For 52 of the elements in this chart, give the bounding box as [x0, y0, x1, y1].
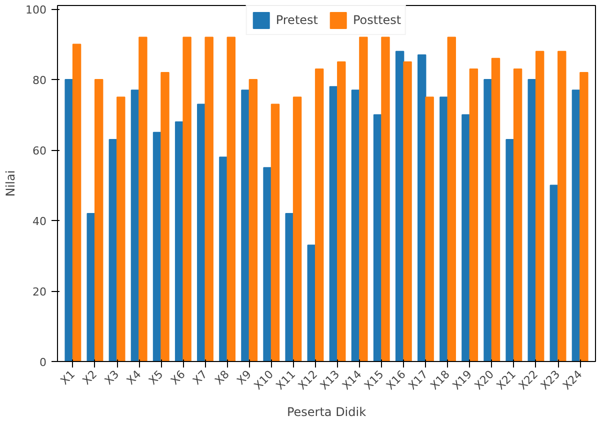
bar — [535, 50, 544, 362]
bar — [116, 96, 126, 362]
bar — [263, 167, 272, 362]
x-tick-label: X4 — [124, 368, 144, 388]
bar — [204, 36, 214, 362]
x-tick-label: X1 — [58, 368, 78, 388]
bar — [425, 96, 434, 362]
bar — [484, 79, 492, 362]
bar — [359, 36, 368, 362]
bar — [462, 114, 470, 362]
y-tick-label: 20 — [32, 286, 47, 299]
y-tick-label: 100 — [26, 4, 47, 17]
bar — [219, 156, 228, 362]
bar — [270, 104, 280, 362]
x-tick-label: X5 — [146, 368, 166, 388]
bar — [248, 79, 258, 362]
bar — [469, 68, 478, 362]
y-tick-label: 0 — [40, 356, 46, 369]
x-tick-label: X6 — [168, 368, 188, 388]
x-tick-label: X3 — [102, 368, 122, 388]
x-tick-label: X2 — [80, 368, 100, 388]
bar — [226, 36, 236, 362]
x-axis-title: Peserta Didik — [286, 404, 366, 419]
x-tick-label: X9 — [234, 368, 254, 388]
legend-label: Posttest — [352, 13, 402, 27]
bar — [558, 50, 566, 362]
y-tick-label: 60 — [32, 144, 47, 158]
bar — [182, 36, 192, 362]
bar — [72, 44, 82, 362]
bar — [94, 79, 104, 362]
x-tick-label: X8 — [212, 368, 232, 388]
bar — [285, 212, 294, 362]
legend-label: Pretest — [276, 13, 318, 27]
bar — [292, 96, 302, 362]
bar — [337, 61, 346, 362]
x-tick-label: X7 — [190, 368, 210, 388]
bar — [381, 36, 390, 362]
y-tick-label: 80 — [32, 74, 47, 88]
bar — [403, 61, 412, 362]
bar — [160, 72, 170, 362]
bar — [241, 90, 250, 362]
bar — [314, 68, 324, 362]
bar — [491, 58, 500, 362]
bar — [513, 68, 522, 362]
bar — [138, 36, 148, 362]
y-tick-label: 40 — [32, 215, 47, 228]
bar — [64, 79, 74, 362]
bar — [506, 138, 514, 362]
bar — [447, 36, 456, 362]
bar — [580, 72, 588, 362]
bar — [440, 96, 448, 362]
y-axis-title: Nilai — [4, 170, 18, 197]
